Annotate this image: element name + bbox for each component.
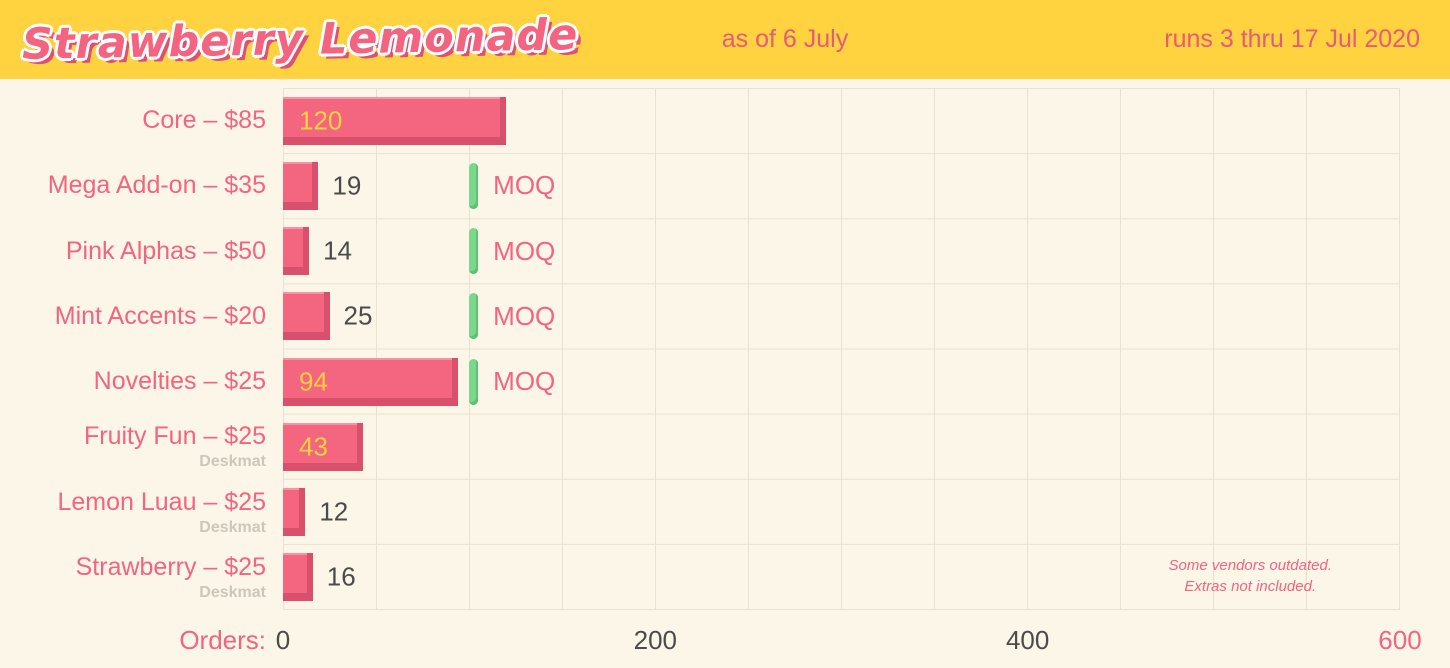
order-count: 19: [332, 170, 362, 201]
category-label: Strawberry – $25: [75, 552, 266, 581]
category-label-group: Strawberry – $25 Deskmat: [0, 545, 283, 610]
plot-gridlines: [283, 88, 1400, 610]
order-bar: [283, 227, 310, 276]
moq-marker-group: MOQ: [469, 349, 555, 414]
row-plot: 25 MOQ: [283, 284, 1400, 349]
header-banner: Strawberry Lemonade as of 6 July runs 3 …: [0, 0, 1450, 79]
category-sublabel: Deskmat: [199, 583, 266, 601]
order-count: 94: [299, 366, 328, 397]
order-bar: [283, 292, 330, 341]
chart-row: Novelties – $25 94 MOQ: [0, 349, 1400, 414]
row-plot: 14 MOQ: [283, 219, 1400, 284]
order-bar: [283, 161, 319, 210]
category-label-group: Novelties – $25: [0, 349, 283, 414]
row-plot: 120 MOQ: [283, 88, 1400, 153]
moq-marker-group: MOQ: [469, 153, 555, 218]
moq-line-icon: [469, 358, 479, 405]
order-bar: [283, 488, 306, 537]
row-plot: 19 MOQ: [283, 153, 1400, 218]
category-label: Core – $85: [142, 106, 266, 135]
category-label: Mint Accents – $20: [54, 301, 266, 330]
category-label: Lemon Luau – $25: [57, 487, 266, 516]
as-of-date: as of 6 July: [721, 25, 849, 53]
category-label-group: Fruity Fun – $25 Deskmat: [0, 414, 283, 479]
row-plot: 94 MOQ: [283, 349, 1400, 414]
moq-line-icon: [469, 293, 479, 340]
order-bar: [283, 553, 313, 602]
moq-line-icon: [469, 228, 479, 275]
row-plot: 16 MOQ: [283, 545, 1400, 610]
chart-rows: Core – $85 120 MOQ Mega Add-on – $35 19: [0, 88, 1400, 610]
category-label-group: Pink Alphas – $50: [0, 219, 283, 284]
x-tick-200: 200: [633, 625, 678, 655]
category-label-group: Mega Add-on – $35: [0, 153, 283, 218]
order-count: 120: [299, 105, 343, 136]
order-count: 14: [323, 235, 352, 266]
order-count: 12: [319, 496, 349, 527]
x-tick-400: 400: [1005, 625, 1050, 655]
footnote-line-2: Extras not included.: [1184, 578, 1317, 595]
category-label-group: Lemon Luau – $25 Deskmat: [0, 480, 283, 545]
category-label-group: Core – $85: [0, 88, 283, 153]
category-label: Fruity Fun – $25: [83, 422, 266, 451]
category-sublabel: Deskmat: [199, 453, 266, 471]
row-plot: 12 MOQ: [283, 480, 1400, 545]
run-dates: runs 3 thru 17 Jul 2020: [1164, 25, 1420, 53]
chart-row: Pink Alphas – $50 14 MOQ: [0, 219, 1400, 284]
x-tick-600: 600: [1378, 625, 1422, 655]
moq-label: MOQ: [493, 300, 556, 331]
order-count: 16: [326, 561, 356, 592]
x-axis: Orders: 0 200 400 600: [0, 619, 1422, 661]
x-axis-ticks: 0 200 400 600: [276, 619, 1422, 661]
row-plot: 43 MOQ: [283, 414, 1400, 479]
moq-label: MOQ: [493, 170, 556, 201]
order-count: 25: [343, 300, 373, 331]
moq-marker-group: MOQ: [469, 284, 555, 349]
order-bar: [283, 357, 458, 406]
x-axis-title: Orders:: [179, 625, 266, 655]
x-tick-0: 0: [275, 625, 291, 655]
category-label: Novelties – $25: [93, 367, 266, 396]
moq-label: MOQ: [493, 366, 556, 397]
category-label: Pink Alphas – $50: [65, 236, 266, 265]
moq-label: MOQ: [493, 235, 556, 266]
chart-row: Strawberry – $25 Deskmat 16 MOQ: [0, 545, 1400, 610]
category-label-group: Mint Accents – $20: [0, 284, 283, 349]
order-count: 43: [299, 431, 328, 462]
moq-line-icon: [469, 162, 479, 209]
order-bar: [283, 96, 507, 145]
footnote: Some vendors outdated. Extras not includ…: [1169, 555, 1332, 597]
category-label: Mega Add-on – $35: [47, 171, 266, 200]
chart-row: Lemon Luau – $25 Deskmat 12 MOQ: [0, 480, 1400, 545]
brand-logo: Strawberry Lemonade: [21, 9, 579, 70]
chart-row: Core – $85 120 MOQ: [0, 88, 1400, 153]
category-sublabel: Deskmat: [199, 518, 266, 536]
chart-area: Core – $85 120 MOQ Mega Add-on – $35 19: [0, 79, 1450, 668]
chart-row: Fruity Fun – $25 Deskmat 43 MOQ: [0, 414, 1400, 479]
footnote-line-1: Some vendors outdated.: [1168, 557, 1332, 574]
order-bar: [283, 422, 364, 471]
moq-marker-group: MOQ: [469, 219, 555, 284]
chart-row: Mint Accents – $20 25 MOQ: [0, 284, 1400, 349]
chart-row: Mega Add-on – $35 19 MOQ: [0, 153, 1400, 218]
